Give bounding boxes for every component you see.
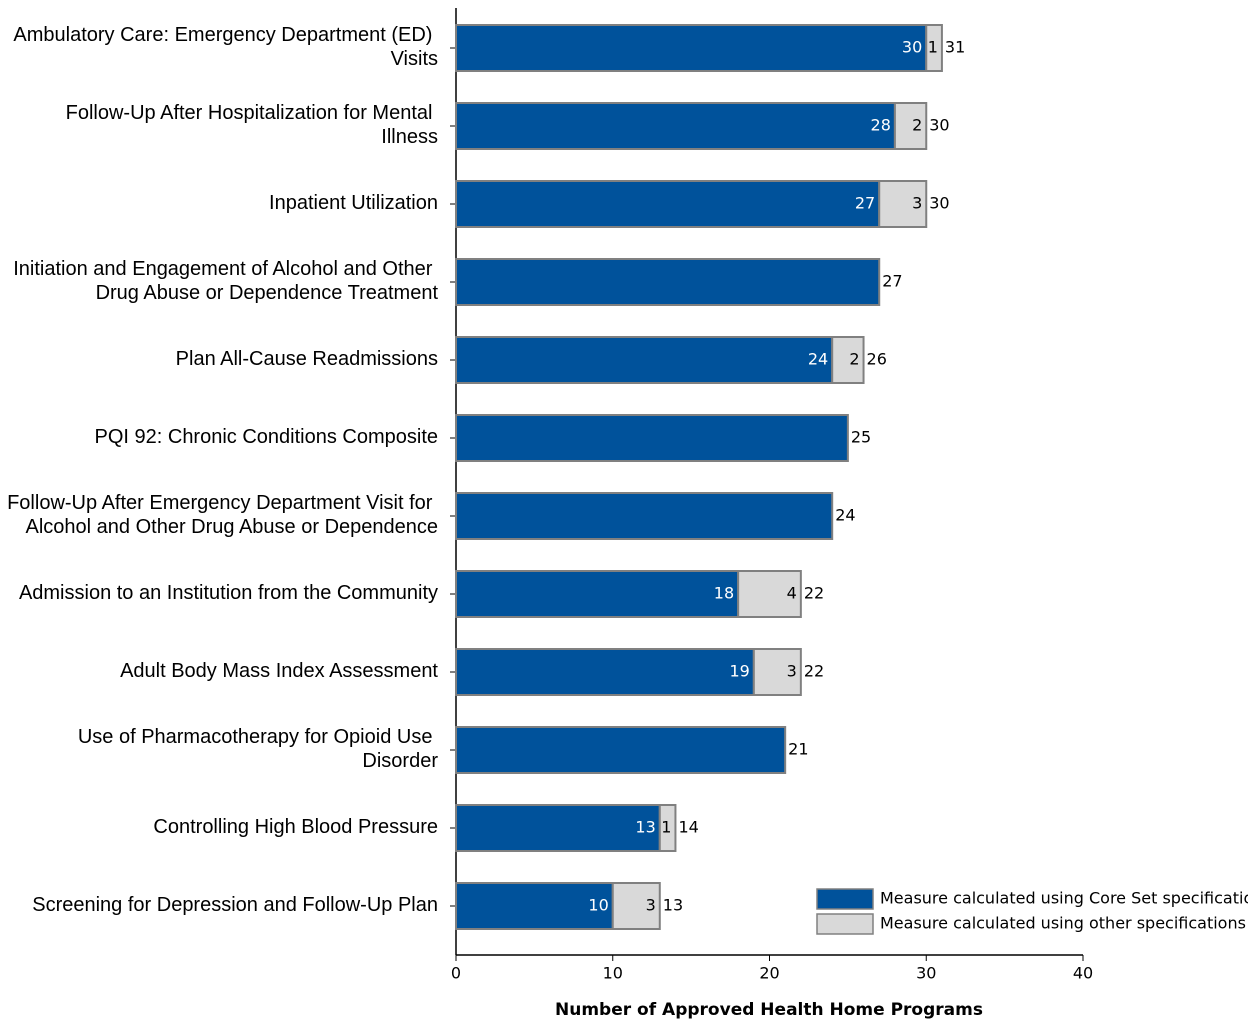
bar-segment (925, 24, 943, 72)
bar-segment (455, 24, 928, 72)
total-label: 21 (788, 740, 808, 759)
total-label: 14 (678, 818, 698, 837)
total-label: 22 (804, 662, 824, 681)
category-label: Follow-Up After Emergency Department Vis… (7, 492, 438, 538)
bar-value-label: 28 (871, 116, 891, 135)
bar-segment (455, 414, 849, 462)
bar-value-label: 2 (912, 116, 922, 135)
category-label: Adult Body Mass Index Assessment (120, 660, 438, 682)
category-label: Inpatient Utilization (269, 192, 438, 214)
bar-segment (455, 882, 614, 930)
total-label: 30 (929, 194, 949, 213)
category-label: Controlling High Blood Pressure (153, 816, 438, 838)
category-label: Admission to an Institution from the Com… (19, 582, 438, 604)
total-label: 25 (851, 428, 871, 447)
x-tick-label: 40 (1073, 964, 1093, 983)
bar-value-label: 2 (849, 350, 859, 369)
bar-segment (752, 648, 802, 696)
total-label: 27 (882, 272, 902, 291)
bar-value-label: 3 (646, 896, 656, 915)
bar-segment (455, 336, 834, 384)
bar-segment (455, 804, 661, 852)
category-label: Plan All-Cause Readmissions (176, 348, 438, 370)
bar-value-label: 19 (729, 662, 749, 681)
bar-segment (455, 102, 896, 150)
category-label: Initiation and Engagement of Alcohol and… (13, 258, 438, 304)
bar-value-label: 1 (661, 818, 671, 837)
total-label: 30 (929, 116, 949, 135)
legend-swatch (816, 888, 874, 910)
bar-value-label: 3 (787, 662, 797, 681)
bar-value-label: 27 (855, 194, 875, 213)
bar-value-label: 24 (808, 350, 828, 369)
legend-label: Measure calculated using other specifica… (880, 914, 1246, 933)
bar-segment (831, 336, 865, 384)
x-tick-label: 20 (759, 964, 779, 983)
x-tick-label: 0 (451, 964, 461, 983)
bar-value-label: 30 (902, 38, 922, 57)
x-tick-label: 30 (916, 964, 936, 983)
bar-value-label: 3 (912, 194, 922, 213)
bar-segment (455, 570, 740, 618)
bar-value-label: 18 (714, 584, 734, 603)
bar-value-label: 13 (635, 818, 655, 837)
category-label: Follow-Up After Hospitalization for Ment… (66, 102, 438, 148)
bar-value-label: 4 (787, 584, 797, 603)
bar-segment (455, 180, 881, 228)
bar-segment (455, 726, 787, 774)
x-tick-label: 10 (603, 964, 623, 983)
bar-segment (455, 258, 881, 306)
category-label: Ambulatory Care: Emergency Department (E… (13, 24, 438, 70)
total-label: 31 (945, 38, 965, 57)
bar-segment (658, 804, 677, 852)
total-label: 26 (867, 350, 887, 369)
x-axis-label: Number of Approved Health Home Programs (555, 1000, 983, 1020)
category-label: PQI 92: Chronic Conditions Composite (95, 426, 439, 448)
bar-segment (455, 492, 834, 540)
category-label: Use of Pharmacotherapy for Opioid Use Di… (78, 726, 439, 772)
legend-label: Measure calculated using Core Set specif… (880, 889, 1248, 908)
bar-segment (893, 102, 928, 150)
total-label: 24 (835, 506, 855, 525)
bar-segment (737, 570, 802, 618)
bar-value-label: 10 (588, 896, 608, 915)
total-label: 13 (663, 896, 683, 915)
legend-swatch (816, 913, 874, 935)
bar-value-label: 1 (928, 38, 938, 57)
total-label: 22 (804, 584, 824, 603)
bar-segment (878, 180, 928, 228)
category-label: Screening for Depression and Follow-Up P… (32, 894, 438, 916)
bar-segment (611, 882, 661, 930)
bar-segment (455, 648, 755, 696)
